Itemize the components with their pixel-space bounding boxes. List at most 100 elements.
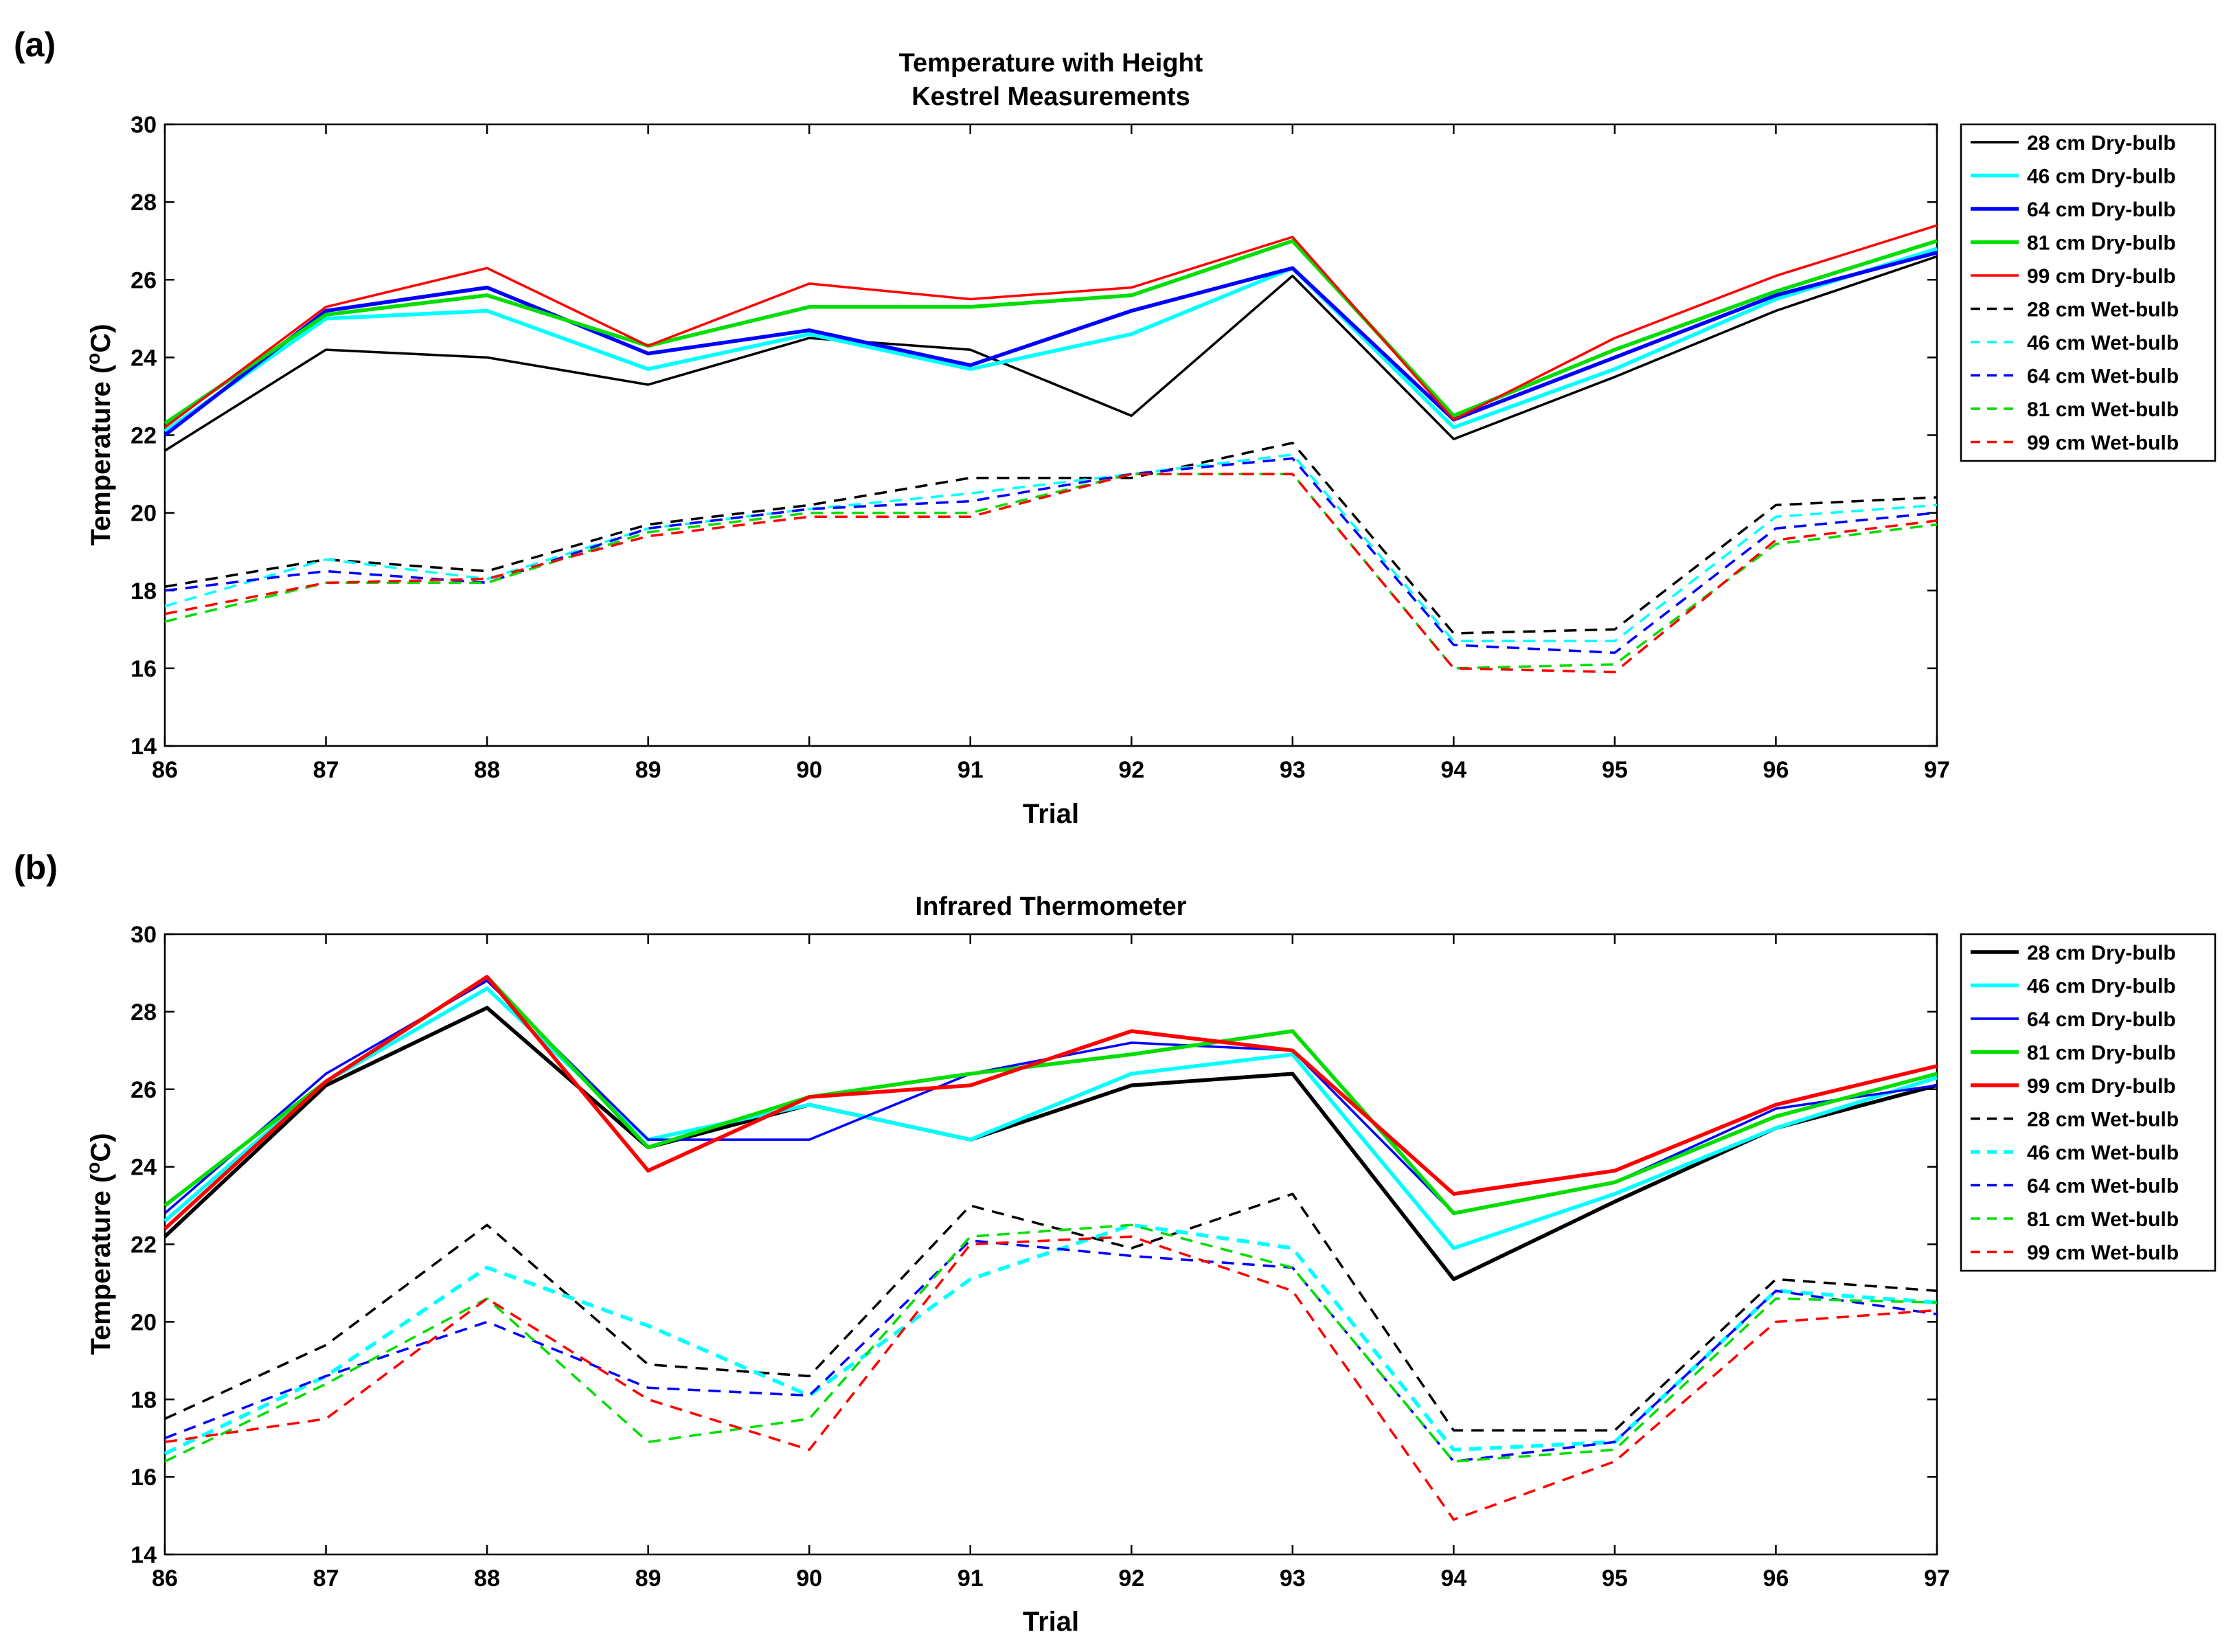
series-line-46-cm-dry-bulb (163, 247, 1938, 433)
x-tick-label: 86 (152, 1565, 178, 1592)
legend-label: 28 cm Wet-bulb (2027, 1109, 2179, 1131)
series-line-46-cm-dry-bulb (163, 986, 1938, 1250)
legend-b: 28 cm Dry-bulb 46 cm Dry-bulb 64 cm Dry-bu… (1960, 933, 2217, 1272)
y-tick-label: 16 (131, 656, 157, 682)
series-line-99-cm-dry-bulb (163, 975, 1938, 1230)
y-axis-label-a: Temperature (oC) (82, 324, 117, 545)
chart-title-line-1-a: Temperature with Height (899, 49, 1203, 78)
x-tick-label: 90 (796, 1565, 822, 1592)
y-tick-label: 20 (131, 501, 157, 527)
x-axis-label-a: Trial (1023, 799, 1079, 829)
x-tick-label: 87 (313, 757, 339, 783)
legend-label: 81 cm Dry-bulb (2027, 232, 2176, 255)
y-tick-label: 20 (131, 1309, 157, 1335)
y-tick-label: 18 (131, 1387, 157, 1413)
series-line-99-cm-wet-bulb (164, 473, 1938, 674)
legend-label: 64 cm Dry-bulb (2027, 1008, 2176, 1031)
series-line-81-cm-dry-bulb (163, 238, 1938, 425)
x-tick-label: 89 (635, 1565, 661, 1592)
y-tick-label: 16 (131, 1464, 157, 1491)
legend-label: 81 cm Wet-bulb (2027, 1208, 2179, 1231)
x-tick-label: 94 (1440, 757, 1466, 783)
y-tick-label: 30 (131, 112, 157, 138)
x-tick-label: 93 (1280, 757, 1306, 783)
y-axis-label-prefix: Temperature ( (86, 364, 116, 545)
y-tick-label: 22 (131, 423, 157, 449)
y-axis-label-prefix: Temperature ( (86, 1173, 116, 1355)
y-axis-label-b: Temperature (oC) (82, 1133, 117, 1355)
series-line-64-cm-wet-bulb (164, 1239, 1938, 1463)
legend-label: 28 cm Dry-bulb (2027, 942, 2176, 964)
x-tick-label: 90 (796, 757, 822, 783)
x-tick-label: 93 (1280, 1565, 1306, 1592)
panel-label-a: (a) (14, 25, 56, 64)
legend-label: 99 cm Wet-bulb (2027, 432, 2179, 455)
x-tick-label: 89 (635, 757, 661, 783)
y-tick-label: 28 (131, 999, 157, 1026)
x-tick-label: 92 (1118, 757, 1144, 783)
series-lines-b (163, 975, 1938, 1521)
y-tick-label: 14 (131, 734, 157, 760)
series-line-64-cm-wet-bulb (164, 457, 1938, 655)
plot-area-a (163, 123, 1938, 747)
x-tick-label: 96 (1763, 757, 1789, 783)
legend-label: 46 cm Dry-bulb (2027, 975, 2176, 998)
series-line-46-cm-wet-bulb (164, 453, 1938, 643)
chart-title-line-1-b: Infrared Thermometer (916, 892, 1187, 921)
legend-box-b (1960, 933, 2217, 1272)
chart-title-a: Temperature with Height Kestrel Measurem… (899, 49, 1203, 111)
x-tick-label: 94 (1440, 1565, 1466, 1592)
y-tick-label: 22 (131, 1232, 157, 1258)
y-tick-label: 30 (131, 922, 157, 948)
legend-label: 28 cm Dry-bulb (2027, 132, 2176, 155)
x-tick-label: 88 (474, 757, 500, 783)
legend-label: 46 cm Wet-bulb (2027, 1142, 2179, 1164)
legend-label: 64 cm Dry-bulb (2027, 199, 2176, 221)
legend-entries-b: 28 cm Dry-bulb 46 cm Dry-bulb 64 cm Dry-bu… (1971, 942, 2179, 1265)
series-lines-a (163, 224, 1938, 674)
x-tick-labels-b: 86 87 88 89 90 91 92 93 94 95 96 97 (152, 1565, 1950, 1592)
chart-title-line-2-a: Kestrel Measurements (911, 82, 1190, 111)
x-tick-label: 95 (1602, 757, 1628, 783)
legend-label: 46 cm Dry-bulb (2027, 166, 2176, 188)
y-tick-labels-a: 14 16 18 20 22 24 26 28 30 (131, 112, 157, 760)
y-axis-label-degree: o (82, 1162, 104, 1174)
series-line-81-cm-wet-bulb (164, 473, 1938, 670)
x-tick-label: 86 (152, 757, 178, 783)
legend-label: 46 cm Wet-bulb (2027, 332, 2179, 354)
legend-label: 64 cm Wet-bulb (2027, 365, 2179, 388)
series-line-28-cm-dry-bulb (164, 255, 1938, 452)
y-axis-label-degree: o (82, 353, 104, 365)
legend-label: 99 cm Dry-bulb (2027, 265, 2176, 288)
x-tick-label: 91 (957, 757, 984, 783)
y-tick-label: 26 (131, 1077, 157, 1103)
x-axis-label-b: Trial (1023, 1607, 1079, 1637)
y-tick-label: 28 (131, 190, 157, 216)
x-tick-label: 97 (1924, 1565, 1950, 1592)
legend-label: 99 cm Wet-bulb (2027, 1242, 2179, 1265)
series-line-81-cm-wet-bulb (164, 1223, 1938, 1463)
x-tick-label: 87 (313, 1565, 339, 1592)
x-tick-label: 97 (1924, 757, 1950, 783)
series-line-99-cm-wet-bulb (164, 1235, 1938, 1521)
y-tick-label: 24 (131, 1155, 157, 1181)
panel-a: (a) Temperature with Height Kestrel Meas… (14, 25, 2217, 829)
y-tick-label: 18 (131, 578, 157, 604)
legend-label: 81 cm Dry-bulb (2027, 1042, 2176, 1065)
series-line-28-cm-dry-bulb (163, 1006, 1938, 1282)
tick-marks-b (163, 933, 1938, 1556)
series-line-64-cm-dry-bulb (163, 251, 1938, 437)
panel-label-b: (b) (14, 848, 58, 887)
y-axis-label-suffix: C) (86, 1133, 116, 1162)
legend-a: 28 cm Dry-bulb 46 cm Dry-bulb 64 cm Dry-bu… (1960, 123, 2217, 462)
legend-entries-a: 28 cm Dry-bulb 46 cm Dry-bulb 64 cm Dry-bu… (1971, 132, 2179, 455)
chart-title-b: Infrared Thermometer (916, 892, 1187, 921)
legend-label: 64 cm Wet-bulb (2027, 1175, 2179, 1198)
legend-box-a (1960, 123, 2217, 462)
series-line-28-cm-wet-bulb (164, 442, 1938, 635)
y-tick-label: 14 (131, 1542, 157, 1568)
y-tick-label: 24 (131, 345, 157, 371)
legend-label: 99 cm Dry-bulb (2027, 1075, 2176, 1098)
panel-b: (b) Infrared Thermometer 14 16 18 20 22 24 26 2… (14, 848, 2217, 1637)
